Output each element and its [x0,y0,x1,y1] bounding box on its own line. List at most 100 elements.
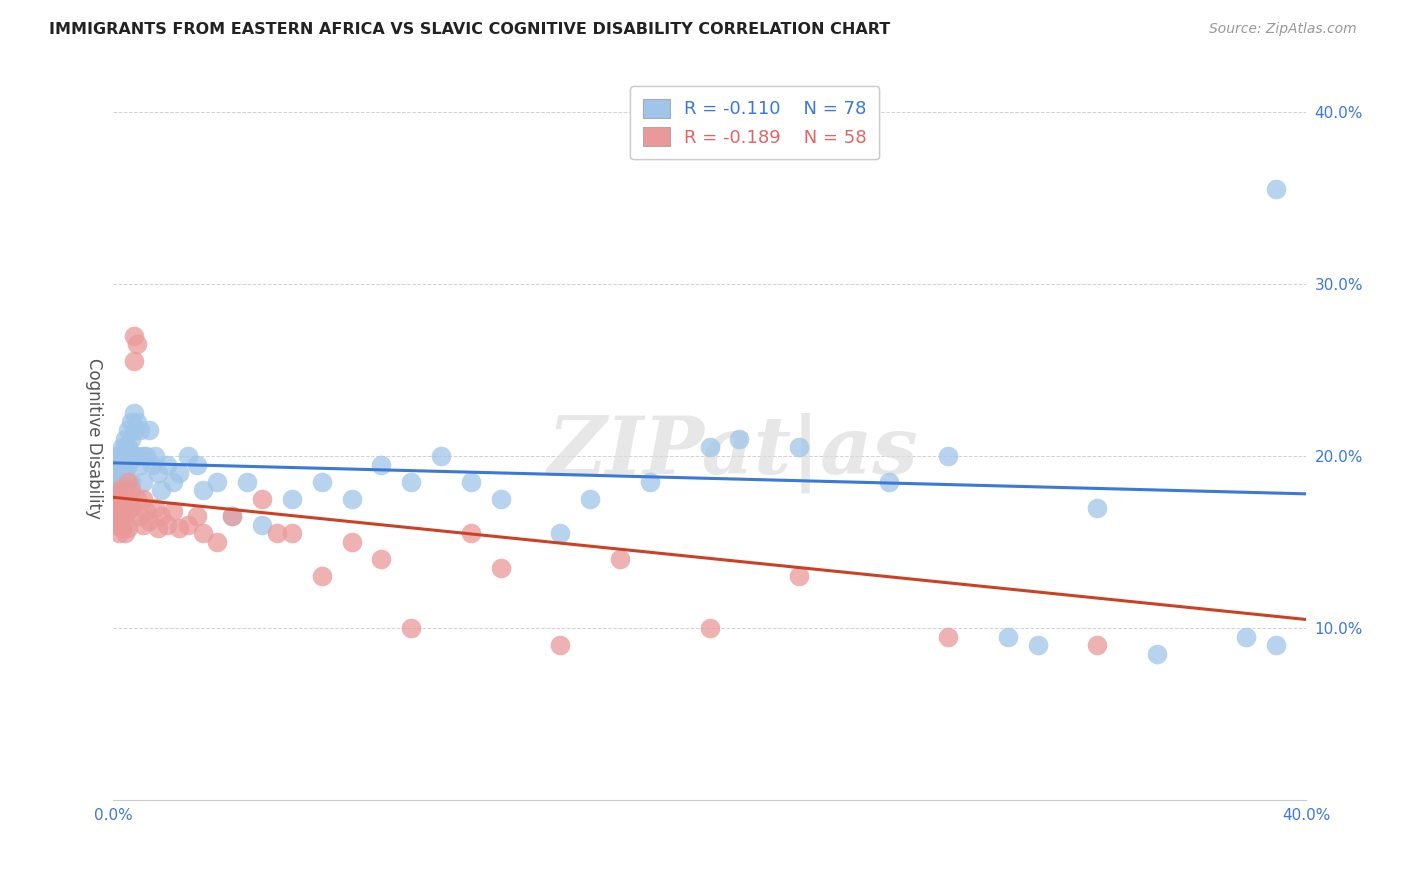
Point [146,467,169,481]
Point [787,569,810,583]
Point [132,517,155,532]
Point [186,509,208,524]
Point [108,526,131,541]
Point [125,449,148,463]
Point [191,483,214,498]
Point [167,467,190,481]
Point [108,504,131,518]
Point [143,500,166,515]
Text: Source: ZipAtlas.com: Source: ZipAtlas.com [1209,22,1357,37]
Point [111,521,134,535]
Point [129,458,152,472]
Point [401,475,423,489]
Text: ZIPat|as: ZIPat|as [548,413,918,493]
Point [105,458,128,472]
Point [120,483,142,498]
Point [699,621,721,635]
Point [114,475,136,489]
Point [638,475,661,489]
Point [156,517,179,532]
Point [132,491,155,506]
Point [132,449,155,463]
Point [489,561,512,575]
Point [787,441,810,455]
Point [105,500,128,515]
Point [936,630,959,644]
Point [489,491,512,506]
Point [370,552,392,566]
Point [120,475,142,489]
Point [117,504,139,518]
Point [138,423,160,437]
Point [120,500,142,515]
Point [108,515,131,529]
Point [370,458,392,472]
Text: IMMIGRANTS FROM EASTERN AFRICA VS SLAVIC COGNITIVE DISABILITY CORRELATION CHART: IMMIGRANTS FROM EASTERN AFRICA VS SLAVIC… [49,22,890,37]
Point [311,569,333,583]
Point [114,441,136,455]
Point [114,500,136,515]
Point [149,483,172,498]
Point [1146,647,1168,661]
Point [135,504,157,518]
Point [117,449,139,463]
Point [114,526,136,541]
Point [108,467,131,481]
Point [1085,638,1108,652]
Point [108,491,131,506]
Legend: R = -0.110    N = 78, R = -0.189    N = 58: R = -0.110 N = 78, R = -0.189 N = 58 [630,87,880,160]
Point [162,475,184,489]
Point [122,406,145,420]
Point [108,458,131,472]
Point [114,515,136,529]
Point [132,475,155,489]
Point [125,491,148,506]
Point [1265,638,1288,652]
Point [1085,500,1108,515]
Point [117,475,139,489]
Point [138,515,160,529]
Point [250,491,273,506]
Point [340,491,363,506]
Point [221,509,243,524]
Point [122,423,145,437]
Point [120,415,142,429]
Point [122,354,145,368]
Point [111,475,134,489]
Point [120,432,142,446]
Point [162,504,184,518]
Point [460,475,482,489]
Point [141,458,163,472]
Point [221,509,243,524]
Point [108,475,131,489]
Point [340,535,363,549]
Point [105,491,128,506]
Point [176,449,198,463]
Point [236,475,259,489]
Point [579,491,602,506]
Point [108,483,131,498]
Point [129,423,152,437]
Point [117,475,139,489]
Point [550,526,572,541]
Point [460,526,482,541]
Point [281,526,304,541]
Point [125,337,148,351]
Point [114,432,136,446]
Point [143,449,166,463]
Point [135,449,157,463]
Point [156,458,179,472]
Point [105,458,128,472]
Point [207,475,229,489]
Point [550,638,572,652]
Point [108,449,131,463]
Point [111,467,134,481]
Point [105,449,128,463]
Point [108,458,131,472]
Point [114,467,136,481]
Point [111,483,134,498]
Point [401,621,423,635]
Point [125,415,148,429]
Point [149,509,172,524]
Point [105,467,128,481]
